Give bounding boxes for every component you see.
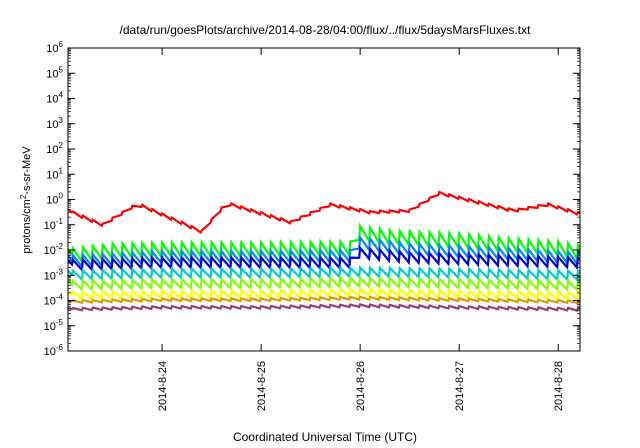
y-tick-label: 102	[46, 141, 63, 156]
x-tick-label: 2014-8-26	[355, 361, 367, 411]
x-tick-label: 2014-8-24	[157, 361, 169, 411]
y-tick-label: 104	[46, 91, 63, 106]
axis-layer: 10-6 10-5 10-4 10-3 10-2 10-1 100 101 102 103 104 1…	[44, 40, 580, 411]
y-tick-label: 105	[46, 65, 63, 80]
plot-frame	[67, 47, 581, 352]
series-line-4	[68, 245, 580, 273]
series-line-8	[68, 295, 580, 305]
y-tick-label: 101	[46, 166, 63, 181]
y-tick-label: 103	[46, 116, 63, 131]
y-tick-label: 106	[46, 40, 63, 55]
series-layer	[68, 190, 580, 312]
y-tick-label: 100	[46, 192, 63, 207]
x-axis-label: Coordinated Universal Time (UTC)	[233, 430, 417, 444]
series-line-1	[68, 190, 580, 235]
y-tick-label: 10-6	[44, 343, 64, 358]
y-tick-label: 10-5	[44, 318, 64, 333]
y-axis-label: protons/cm2-s-sr-MeV	[19, 146, 33, 254]
chart-title: /data/run/goesPlots/archive/2014-08-28/0…	[120, 23, 532, 37]
y-axis-label-text: protons/cm	[21, 199, 33, 253]
y-axis-label-superscript: 2	[19, 194, 28, 199]
y-tick-label: 10-1	[44, 217, 64, 232]
x-tick-label: 2014-8-28	[553, 361, 565, 411]
x-tick-label: 2014-8-27	[454, 361, 466, 411]
y-tick-label: 10-4	[44, 293, 64, 308]
series-line-5	[68, 265, 580, 283]
series-line-6	[68, 275, 580, 292]
series-line-7	[68, 286, 580, 302]
y-tick-label: 10-3	[44, 267, 64, 282]
y-axis-label-unit: -s-sr-MeV	[21, 146, 33, 195]
series-line-9	[68, 303, 580, 312]
x-tick-label: 2014-8-25	[256, 361, 268, 411]
y-tick-label: 10-2	[44, 242, 64, 257]
